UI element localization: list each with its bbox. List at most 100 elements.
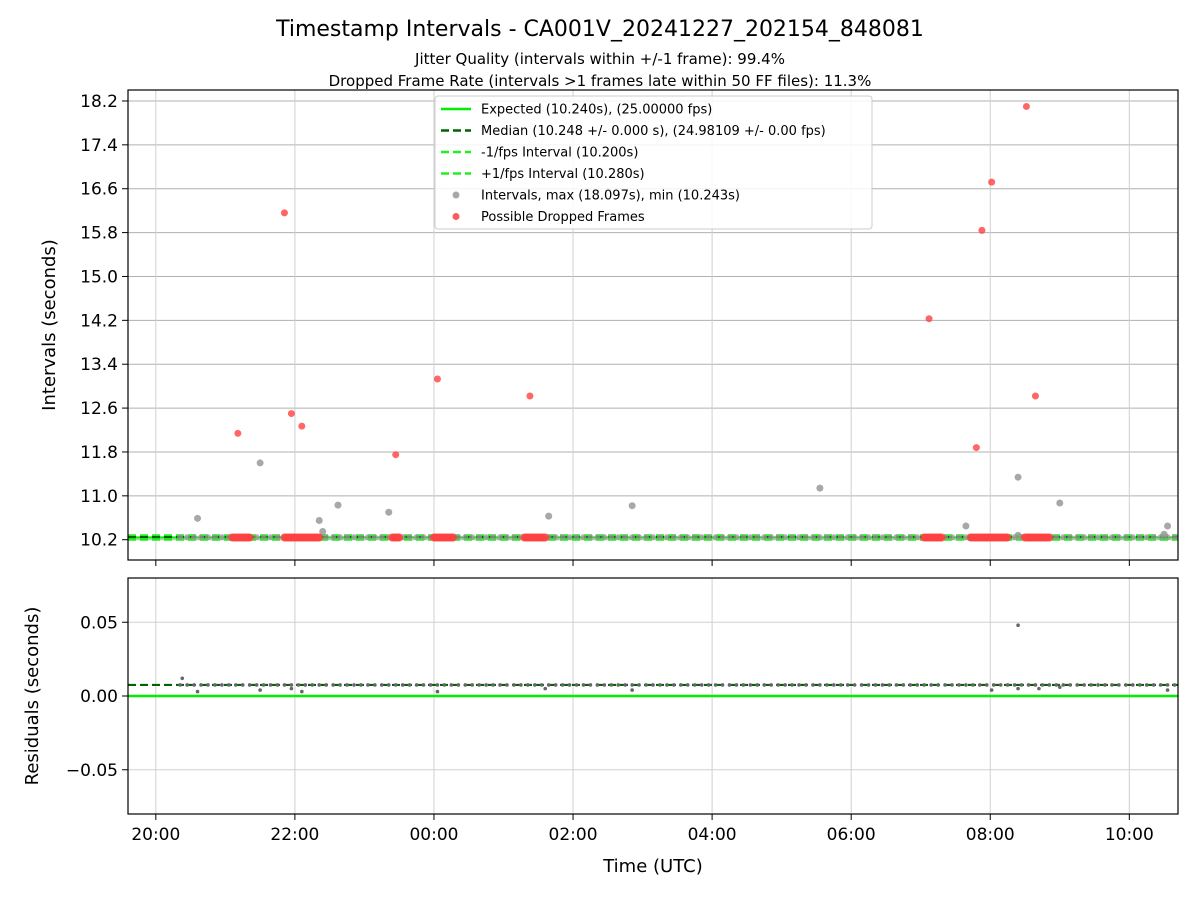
residual-baseline-point-13 [268, 683, 273, 687]
residual-baseline-point-77 [713, 683, 718, 687]
residual-baseline-point-32 [400, 683, 405, 687]
residual-baseline-point-2 [192, 683, 196, 687]
residual-baseline-point-46 [498, 683, 502, 687]
residual-baseline-point-22 [331, 683, 335, 687]
chart-subtitle-dropped: Dropped Frame Rate (intervals >1 frames … [329, 72, 872, 90]
interval-point-2 [315, 517, 323, 525]
legend-label-3: +1/fps Interval (10.280s) [481, 167, 645, 182]
dropped-cluster-point-48 [449, 533, 458, 542]
residual-baseline-point-18 [303, 683, 308, 687]
interval-baseline-point-35 [420, 534, 427, 541]
interval-baseline-point-87 [782, 534, 789, 541]
interval-baseline-point-48 [510, 534, 517, 541]
residual-baseline-point-115 [978, 683, 982, 687]
residual-baseline-point-118 [998, 683, 1003, 687]
residual-baseline-point-62 [609, 683, 614, 687]
top-plot-x-ticks [155, 560, 1130, 566]
bottom-x-tick-label-3: 02:00 [549, 825, 598, 845]
dropped-frame-point-5 [433, 375, 441, 383]
top-plot-y-ticks: 10.2 11.0 11.8 12.6 13.4 14.2 15.0 15.8 16.6 17.4… [80, 92, 128, 551]
residual-point-11 [1037, 686, 1041, 691]
residual-baseline-point-103 [894, 683, 899, 687]
top-y-tick-label-9: 17.4 [80, 136, 118, 156]
interval-baseline-point-70 [663, 534, 670, 541]
top-y-tick-label-8: 16.6 [80, 180, 118, 200]
residual-point-10 [1016, 686, 1020, 691]
residual-point-5 [435, 689, 440, 694]
top-y-tick-label-1: 11.0 [80, 487, 118, 507]
interval-baseline-point-97 [851, 534, 858, 541]
residual-baseline-point-39 [449, 683, 454, 687]
residual-baseline-point-79 [727, 683, 732, 687]
residual-baseline-point-25 [352, 683, 356, 687]
interval-baseline-point-45 [490, 534, 497, 541]
interval-baseline-point-61 [601, 534, 608, 541]
top-plot-points [177, 102, 1178, 542]
residual-baseline-point-42 [470, 683, 475, 687]
interval-baseline-point-33 [406, 534, 413, 541]
top-y-tick-label-6: 15.0 [80, 267, 118, 287]
interval-baseline-point-78 [719, 534, 726, 541]
residual-baseline-point-104 [901, 683, 906, 687]
residual-baseline-point-123 [1033, 683, 1038, 687]
interval-baseline-point-105 [907, 534, 914, 541]
residual-point-0 [180, 676, 185, 681]
residual-baseline-point-100 [873, 683, 878, 687]
interval-baseline-point-138 [1136, 534, 1143, 541]
interval-baseline-point-14 [274, 534, 281, 541]
interval-baseline-point-29 [378, 534, 385, 541]
residual-baseline-point-116 [984, 683, 989, 687]
residual-baseline-point-31 [393, 683, 398, 687]
top-plot-panel: 10.2 11.0 11.8 12.6 13.4 14.2 15.0 15.8 16.6 17.4… [39, 89, 1179, 566]
interval-baseline-point-41 [462, 534, 469, 541]
interval-point-12 [1160, 530, 1168, 538]
bottom-y-tick-label-2: −0.05 [66, 761, 118, 781]
interval-point-13 [1164, 522, 1172, 530]
interval-baseline-point-73 [684, 534, 691, 541]
bottom-x-tick-label-1: 22:00 [270, 825, 319, 845]
interval-baseline-point-130 [1081, 534, 1088, 541]
interval-baseline-point-112 [955, 534, 962, 541]
interval-baseline-point-127 [1060, 534, 1067, 541]
residual-baseline-point-131 [1089, 683, 1093, 687]
interval-baseline-point-1 [184, 534, 191, 541]
interval-baseline-point-111 [949, 534, 956, 541]
interval-baseline-point-57 [573, 534, 580, 541]
residual-baseline-point-58 [581, 683, 586, 687]
interval-point-4 [385, 508, 393, 516]
interval-baseline-point-34 [413, 534, 420, 541]
residual-baseline-point-94 [831, 683, 836, 687]
residual-point-8 [989, 688, 994, 692]
residual-baseline-point-136 [1124, 683, 1128, 687]
interval-baseline-point-25 [350, 534, 357, 541]
residual-baseline-point-82 [748, 683, 753, 687]
top-plot-legend: Expected (10.240s), (25.00000 fps) Median… [434, 95, 873, 230]
residual-baseline-point-117 [991, 683, 996, 687]
top-plot-grid [128, 90, 1178, 560]
interval-point-0 [194, 514, 202, 522]
residual-baseline-point-87 [783, 683, 787, 687]
residual-baseline-point-122 [1026, 683, 1031, 687]
residual-baseline-point-37 [435, 683, 440, 687]
residual-baseline-point-105 [908, 683, 913, 687]
residual-baseline-point-142 [1165, 683, 1170, 687]
residual-baseline-point-109 [936, 683, 940, 687]
bottom-x-tick-label-0: 20:00 [131, 825, 180, 845]
residual-baseline-point-1 [185, 683, 189, 687]
bottom-plot-x-axis-label: Time (UTC) [602, 856, 703, 877]
interval-baseline-point-74 [691, 534, 698, 541]
top-y-tick-label-5: 14.2 [80, 311, 118, 331]
interval-baseline-point-84 [761, 534, 768, 541]
interval-baseline-point-100 [872, 534, 879, 541]
bottom-plot-y-ticks: 0.05 0.00 −0.05 [66, 613, 128, 781]
interval-baseline-point-59 [587, 534, 594, 541]
residual-baseline-point-99 [866, 683, 871, 687]
dropped-frame-point-12 [1031, 392, 1039, 400]
interval-baseline-point-79 [726, 534, 733, 541]
residual-baseline-point-76 [706, 683, 711, 687]
residual-point-4 [300, 689, 304, 694]
residual-baseline-point-27 [366, 683, 370, 687]
residual-baseline-point-89 [797, 683, 801, 687]
residual-baseline-point-5 [213, 683, 217, 687]
residual-baseline-point-107 [922, 683, 926, 687]
